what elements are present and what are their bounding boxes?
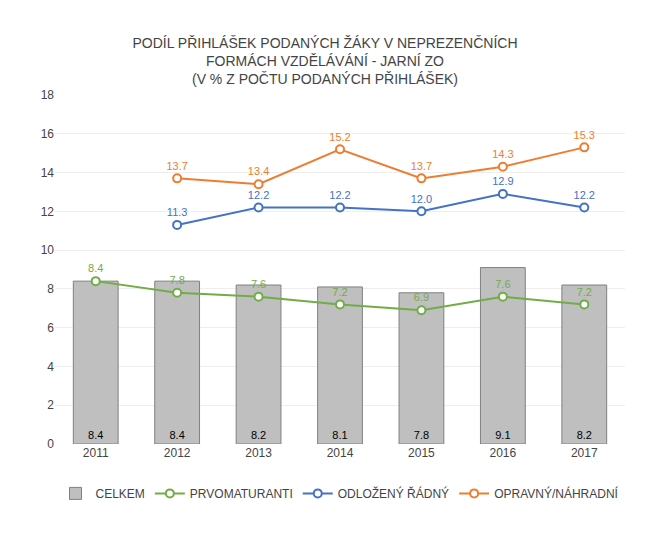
svg-text:9.1: 9.1 [495, 429, 510, 441]
svg-text:2013: 2013 [245, 446, 272, 460]
svg-text:14: 14 [41, 166, 55, 180]
svg-text:12.0: 12.0 [411, 193, 432, 205]
svg-text:7.8: 7.8 [414, 429, 429, 441]
svg-text:7.6: 7.6 [251, 278, 266, 290]
svg-text:7.8: 7.8 [169, 274, 184, 286]
svg-text:18: 18 [41, 88, 55, 102]
svg-text:6: 6 [47, 321, 54, 335]
svg-text:2011: 2011 [83, 446, 109, 460]
svg-text:8.4: 8.4 [169, 429, 184, 441]
svg-text:CELKEM: CELKEM [96, 487, 145, 501]
svg-text:13.7: 13.7 [166, 160, 187, 172]
svg-text:2014: 2014 [327, 446, 354, 460]
svg-text:PRVOMATURANTI: PRVOMATURANTI [190, 487, 293, 501]
svg-text:8: 8 [47, 282, 54, 296]
svg-text:PODÍL PŘIHLÁŠEK PODANÝCH ŽÁKY: PODÍL PŘIHLÁŠEK PODANÝCH ŽÁKY V NEPREZEN… [132, 35, 517, 87]
svg-text:2017: 2017 [571, 446, 598, 460]
svg-text:11.3: 11.3 [167, 206, 188, 218]
svg-text:8.2: 8.2 [251, 429, 266, 441]
svg-text:13.4: 13.4 [248, 165, 269, 177]
svg-text:13.7: 13.7 [411, 160, 432, 172]
svg-text:12: 12 [41, 205, 55, 219]
svg-text:6.9: 6.9 [414, 291, 429, 303]
svg-text:12.9: 12.9 [492, 175, 513, 187]
svg-text:16: 16 [41, 127, 55, 141]
svg-text:12.2: 12.2 [574, 189, 595, 201]
svg-text:8.1: 8.1 [332, 429, 347, 441]
svg-text:8.4: 8.4 [88, 429, 103, 441]
svg-text:10: 10 [41, 243, 55, 257]
svg-text:15.3: 15.3 [574, 129, 595, 141]
svg-text:8.2: 8.2 [577, 429, 592, 441]
svg-text:7.2: 7.2 [332, 286, 347, 298]
svg-text:OPRAVNÝ/NÁHRADNÍ: OPRAVNÝ/NÁHRADNÍ [494, 486, 618, 501]
svg-text:7.2: 7.2 [577, 286, 592, 298]
svg-text:8.4: 8.4 [88, 262, 103, 274]
svg-text:14.3: 14.3 [492, 148, 513, 160]
svg-text:12.2: 12.2 [329, 189, 350, 201]
svg-text:2015: 2015 [408, 446, 435, 460]
svg-text:2012: 2012 [164, 446, 191, 460]
svg-text:0: 0 [47, 437, 54, 451]
svg-text:12.2: 12.2 [248, 189, 269, 201]
svg-text:2: 2 [47, 398, 54, 412]
svg-text:7.6: 7.6 [495, 278, 510, 290]
svg-text:2016: 2016 [490, 446, 517, 460]
svg-text:ODLOŽENÝ ŘÁDNÝ: ODLOŽENÝ ŘÁDNÝ [338, 486, 449, 501]
svg-text:15.2: 15.2 [329, 131, 350, 143]
svg-text:4: 4 [47, 360, 54, 374]
